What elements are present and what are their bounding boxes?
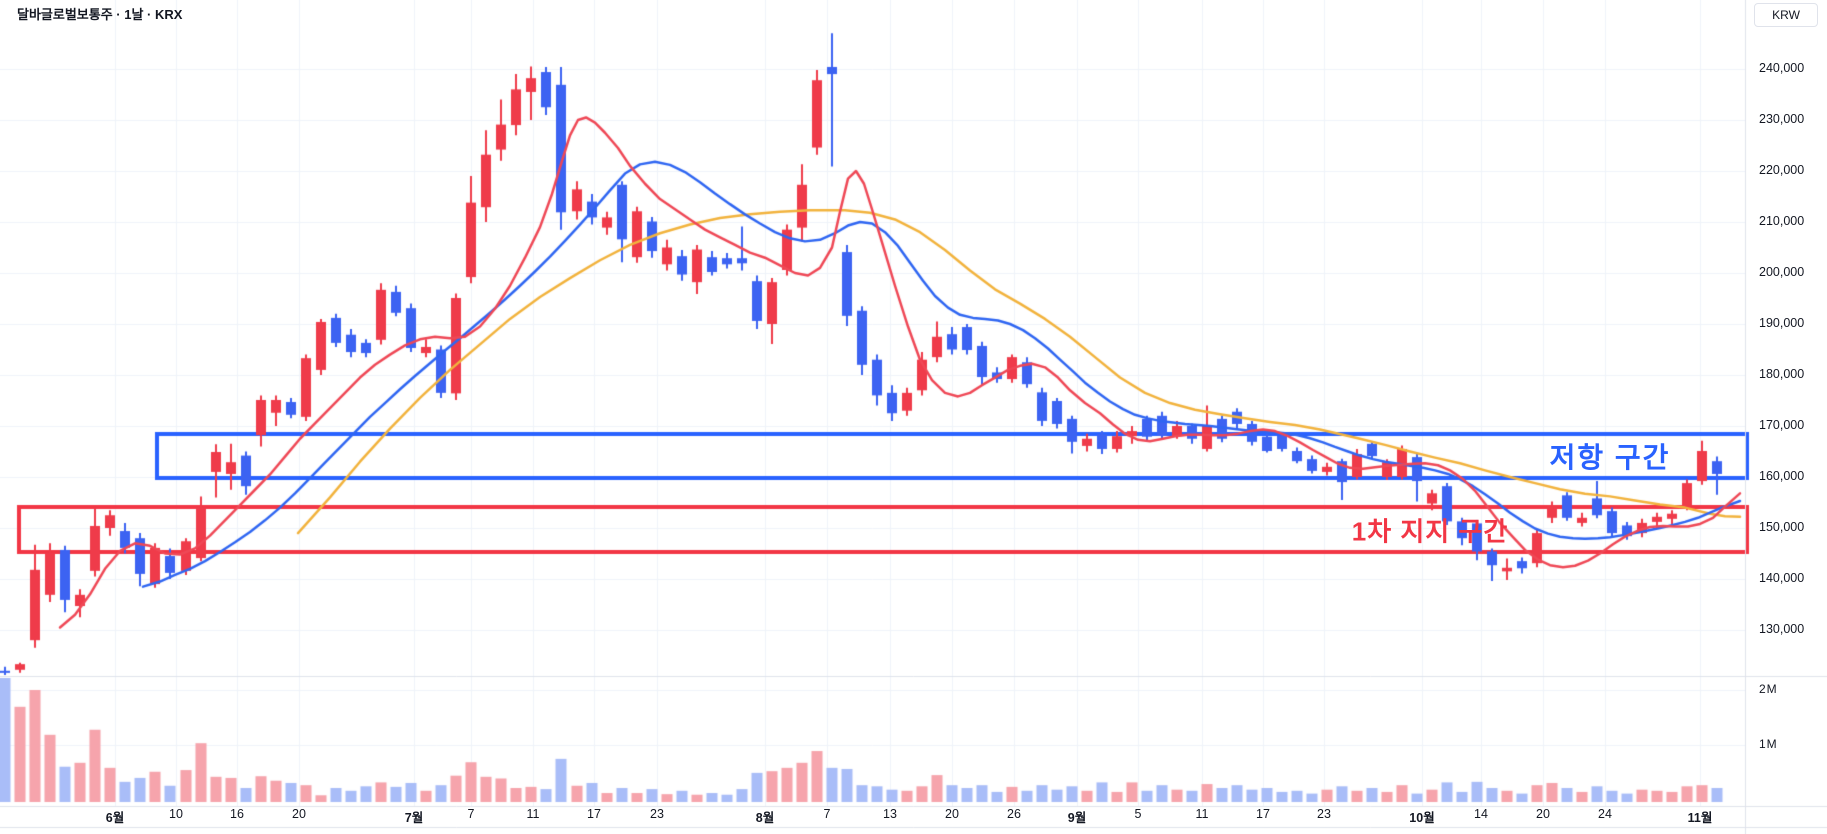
time-tick-label: 23	[650, 807, 664, 821]
time-tick-label: 20	[292, 807, 306, 821]
time-tick-label: 24	[1598, 807, 1612, 821]
price-tick-label: 220,000	[1759, 163, 1805, 177]
time-tick-label: 23	[1317, 807, 1331, 821]
time-tick-label: 8월	[755, 811, 775, 825]
price-tick-label: 170,000	[1759, 418, 1805, 432]
time-tick-label: 13	[883, 807, 897, 821]
time-tick-label: 11월	[1687, 811, 1713, 825]
time-tick-label: 20	[945, 807, 959, 821]
resistance-zone-label[interactable]: 저항 구간	[1549, 442, 1671, 473]
price-tick-label: 130,000	[1759, 622, 1805, 636]
price-tick-label: 240,000	[1759, 61, 1805, 75]
price-tick-label: 140,000	[1759, 571, 1805, 585]
price-tick-label: 160,000	[1759, 469, 1805, 483]
time-tick-label: 26	[1007, 807, 1021, 821]
time-tick-label: 14	[1474, 807, 1488, 821]
price-tick-label: 150,000	[1759, 520, 1805, 534]
time-tick-label: 10월	[1409, 811, 1435, 825]
time-tick-label: 17	[587, 807, 601, 821]
time-tick-label: 10	[169, 807, 183, 821]
currency-toggle-button[interactable]: KRW	[1754, 3, 1818, 27]
time-tick-label: 7	[467, 807, 475, 821]
price-tick-label: 210,000	[1759, 214, 1805, 228]
time-tick-label: 11	[526, 807, 540, 821]
time-tick-label: 7월	[404, 811, 424, 825]
time-tick-label: 16	[230, 807, 244, 821]
support-zone-label[interactable]: 1차 지지 구간	[1351, 516, 1509, 547]
time-tick-label: 20	[1536, 807, 1550, 821]
volume-tick-label: 1M	[1759, 737, 1778, 751]
symbol-title[interactable]: 달바글로벌보통주 · 1날 · KRX	[17, 7, 183, 22]
volume-tick-label: 2M	[1759, 682, 1778, 696]
price-tick-label: 180,000	[1759, 367, 1805, 381]
time-tick-label: 11	[1195, 807, 1209, 821]
price-tick-label: 230,000	[1759, 112, 1805, 126]
time-tick-label: 6월	[105, 811, 125, 825]
time-tick-label: 17	[1256, 807, 1270, 821]
time-tick-label: 9월	[1067, 811, 1087, 825]
price-tick-label: 200,000	[1759, 265, 1805, 279]
price-tick-label: 190,000	[1759, 316, 1805, 330]
time-tick-label: 7	[823, 807, 831, 821]
time-tick-label: 5	[1134, 807, 1142, 821]
